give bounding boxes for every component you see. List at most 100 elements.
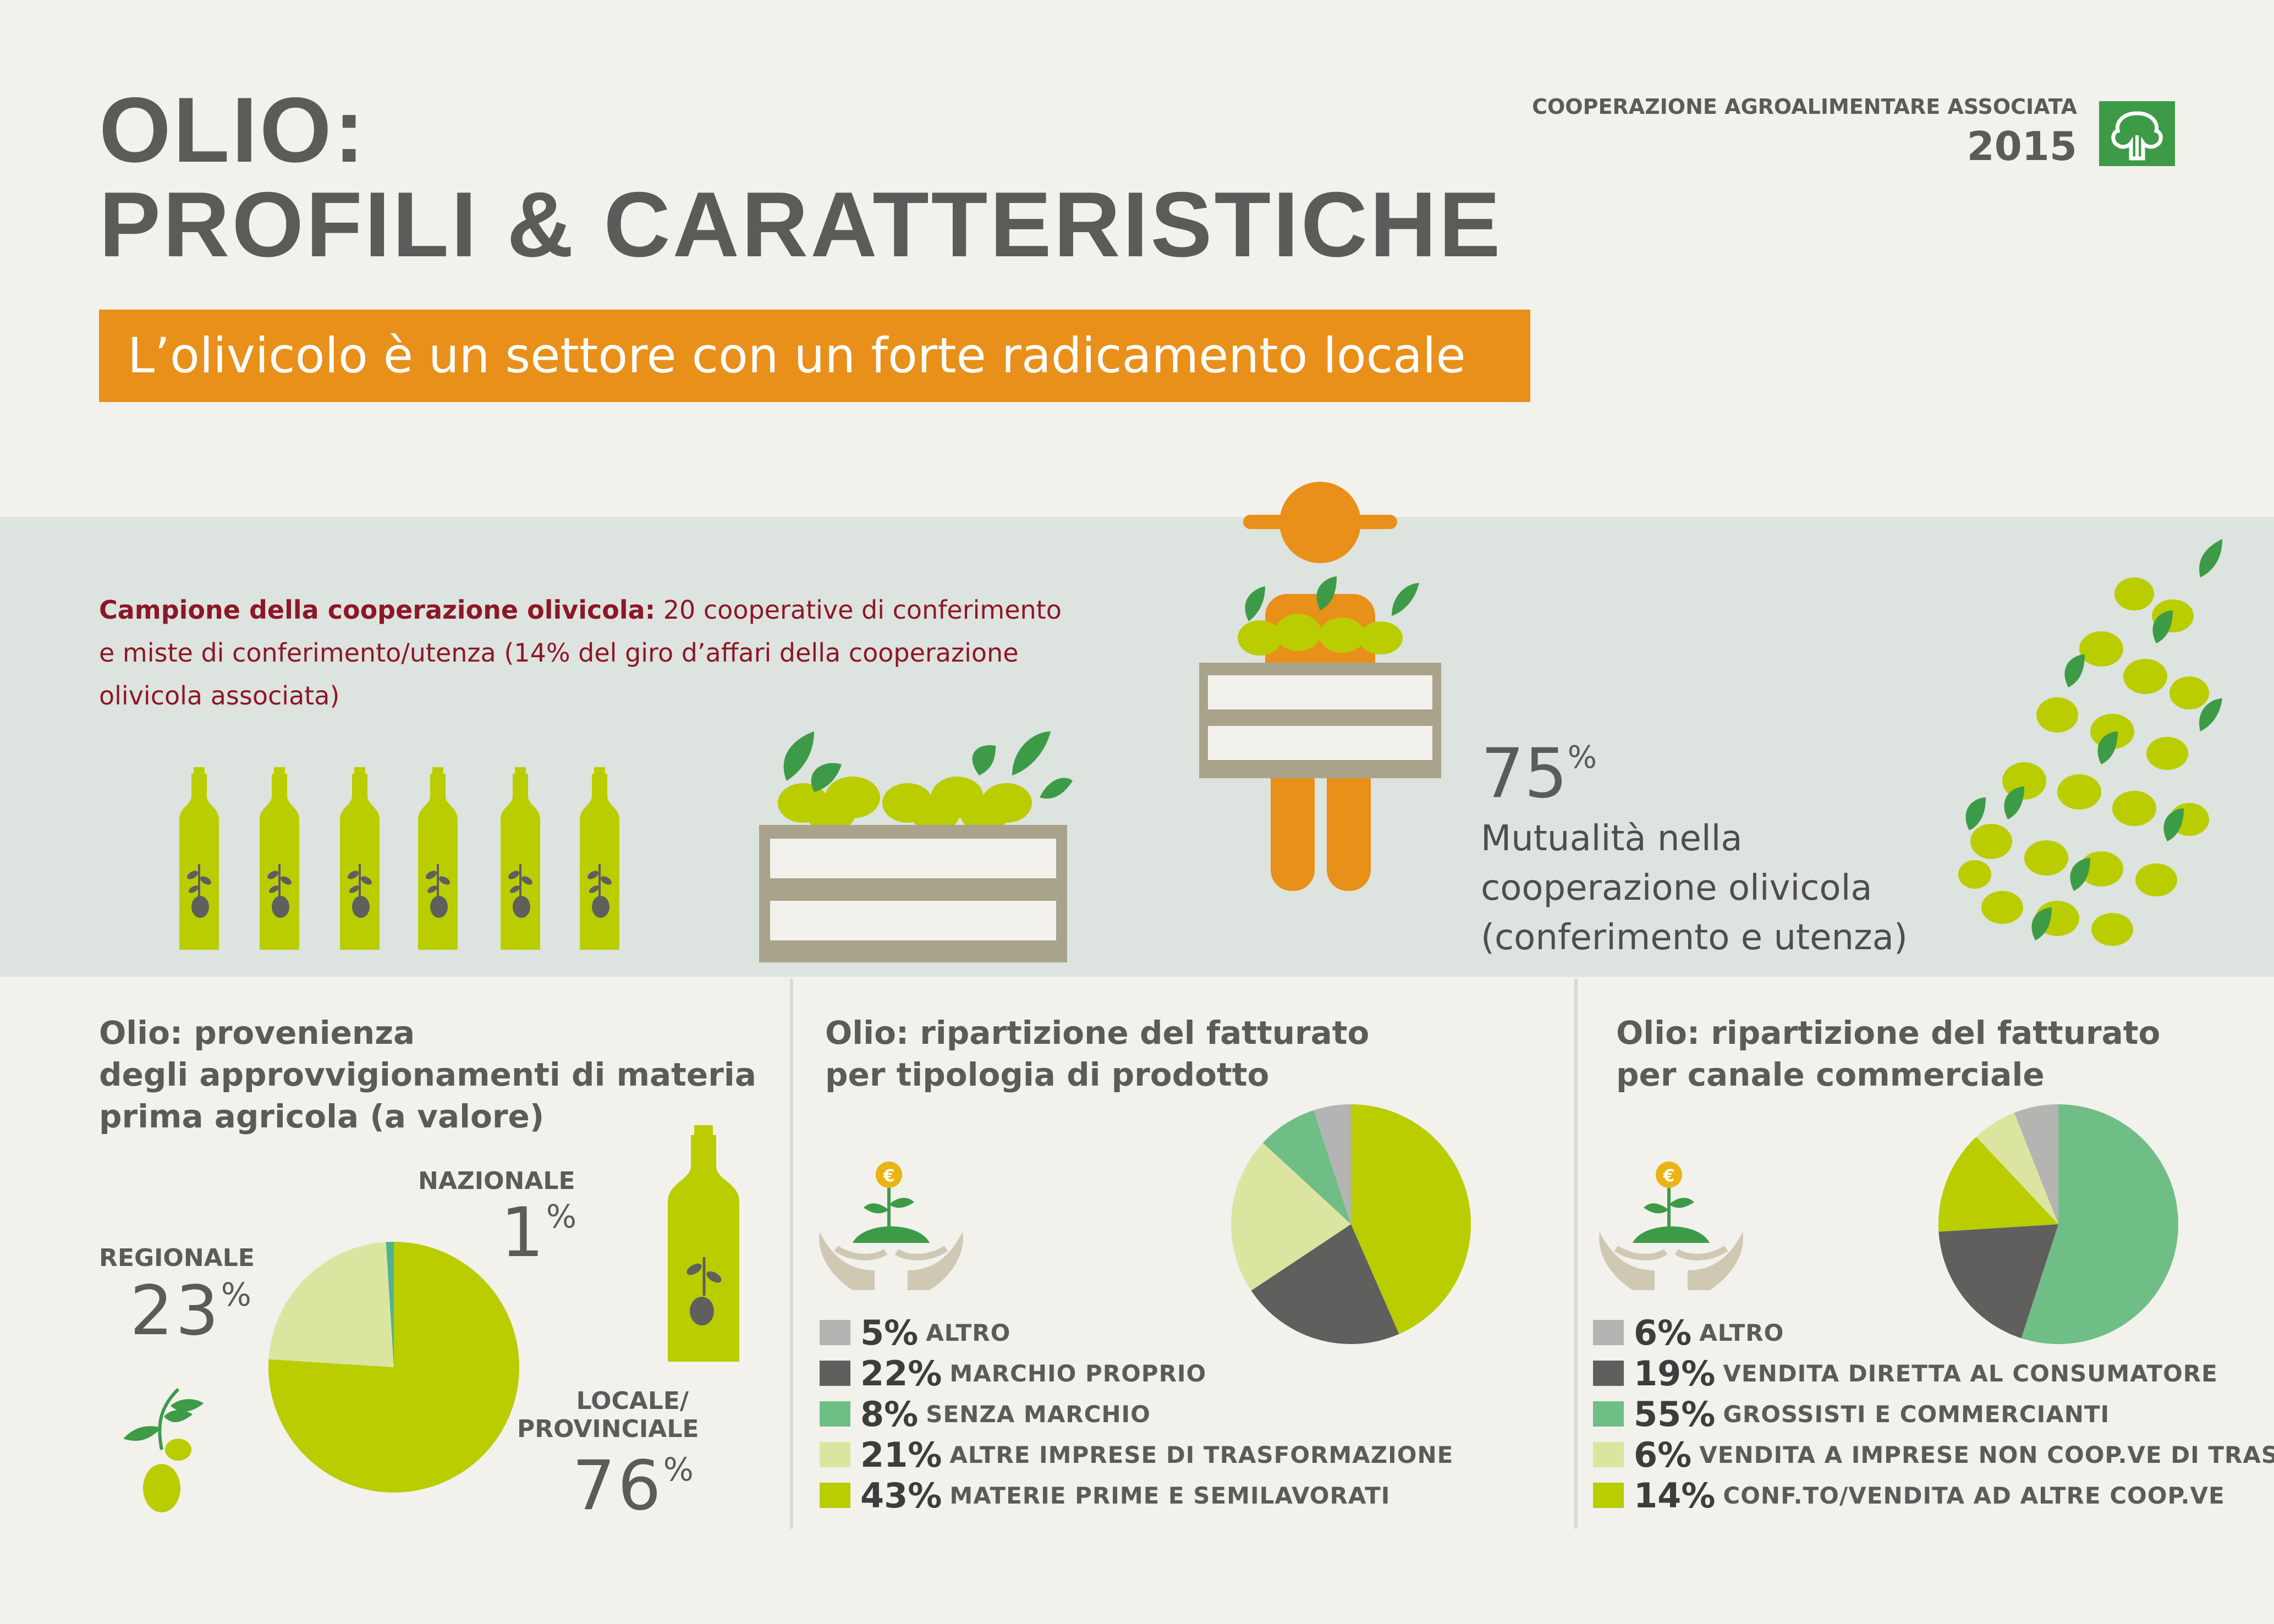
legend-value: 5% xyxy=(860,1312,919,1353)
bottle-icon xyxy=(668,1125,739,1362)
sample-line-1: 20 cooperative di conferimento xyxy=(655,595,1062,625)
product-title: Olio: ripartizione del fatturato per tip… xyxy=(825,1012,1369,1095)
legend-label: MATERIE PRIME E SEMILAVORATI xyxy=(949,1482,1391,1509)
locale-label-line-2: PROVINCIALE xyxy=(517,1415,699,1443)
legend-label: ALTRE IMPRESE DI TRASFORMAZIONE xyxy=(949,1441,1454,1468)
sample-line-3: olivicola associata) xyxy=(99,681,340,711)
legend-item: 22% MARCHIO PROPRIO xyxy=(820,1353,1453,1394)
legend-item: 55% GROSSISTI E COMMERCIANTI xyxy=(1593,1394,2274,1434)
title-line-2: PROFILI & CARATTERISTICHE xyxy=(99,173,1503,276)
pie-slice-marchio-proprio xyxy=(1251,1224,1399,1344)
pie-slice-conf-to-vendita-ad-altre-coop-ve xyxy=(1938,1137,2058,1232)
pie-slice-altro xyxy=(1313,1104,1351,1224)
pie-slice-grossisti-e-commercianti xyxy=(2021,1104,2178,1344)
product-title-line-2: per tipologia di prodotto xyxy=(825,1056,1270,1093)
bottle-icon xyxy=(499,767,541,951)
legend-swatch xyxy=(1593,1442,1624,1467)
bottles-row xyxy=(178,767,620,951)
legend-item: 6% ALTRO xyxy=(1593,1312,2274,1353)
channel-legend: 6% ALTRO 19% VENDITA DIRETTA AL CONSUMATORE… xyxy=(1593,1312,2274,1516)
legend-label: VENDITA A IMPRESE NON COOP.VE DI TRASF. xyxy=(1699,1441,2274,1468)
nazionale-value: 1% xyxy=(501,1193,579,1273)
pie-slice-vendita-diretta-al-consumatore xyxy=(1938,1224,2058,1339)
legend-value: 55% xyxy=(1634,1394,1716,1434)
locale-number: 76 xyxy=(572,1446,663,1526)
pie-slice-altre-imprese-di-trasformazione xyxy=(1231,1143,1351,1291)
section-divider xyxy=(1574,979,1578,1529)
legend-swatch xyxy=(1593,1401,1624,1427)
legend-value: 14% xyxy=(1634,1475,1716,1516)
pie-slice-vendita-a-imprese-non-coop-ve-di-trasf xyxy=(1976,1113,2058,1224)
legend-label: CONF.TO/VENDITA AD ALTRE COOP.VE xyxy=(1723,1482,2225,1509)
mutuality-value: 75% xyxy=(1481,734,1597,813)
euro-plant-hands-icon: € xyxy=(819,1161,963,1290)
locale-unit: % xyxy=(663,1451,696,1488)
legend-value: 19% xyxy=(1634,1353,1716,1394)
channel-title-line-2: per canale commerciale xyxy=(1616,1056,2045,1093)
regionale-unit: % xyxy=(221,1276,254,1313)
pie-slice-altro xyxy=(2014,1104,2058,1224)
legend-swatch xyxy=(820,1361,850,1386)
product-pie-chart xyxy=(1231,1104,1471,1344)
product-legend: 5% ALTRO 22% MARCHIO PROPRIO 8% SENZA MARCHIO… xyxy=(820,1312,1453,1516)
euro-plant-hands-icon: € xyxy=(1599,1161,1743,1290)
legend-swatch xyxy=(820,1442,850,1467)
origin-title-line-3: prima agricola (a valore) xyxy=(99,1098,545,1135)
subtitle-banner: L’olivicolo è un settore con un forte ra… xyxy=(99,310,1530,402)
channel-title: Olio: ripartizione del fatturato per can… xyxy=(1616,1012,2160,1095)
mutuality-number: 75 xyxy=(1481,734,1568,813)
legend-swatch xyxy=(1593,1483,1624,1508)
locale-label-line-1: LOCALE/ xyxy=(576,1387,689,1415)
bottle-icon xyxy=(178,767,220,951)
sample-label: Campione della cooperazione olivicola: xyxy=(99,595,656,625)
channel-title-line-1: Olio: ripartizione del fatturato xyxy=(1616,1014,2161,1052)
regionale-label: REGIONALE xyxy=(99,1244,255,1272)
legend-swatch xyxy=(820,1401,850,1427)
origin-title-line-2: degli approvvigionamenti di materia xyxy=(99,1056,756,1093)
mutuality-line-3: (conferimento e utenza) xyxy=(1481,917,1908,958)
legend-item: 8% SENZA MARCHIO xyxy=(820,1394,1453,1434)
channel-pie-chart xyxy=(1938,1104,2178,1344)
legend-swatch xyxy=(820,1320,850,1345)
legend-label: GROSSISTI E COMMERCIANTI xyxy=(1723,1400,2110,1428)
nazionale-number: 1 xyxy=(501,1193,546,1273)
locale-label: LOCALE/ PROVINCIALE xyxy=(517,1387,699,1443)
legend-label: SENZA MARCHIO xyxy=(926,1400,1151,1428)
pie-slice-nazionale xyxy=(386,1242,394,1367)
legend-label: ALTRO xyxy=(1699,1319,1784,1346)
bottle-icon xyxy=(259,767,300,951)
product-title-line-1: Olio: ripartizione del fatturato xyxy=(825,1014,1370,1052)
mutuality-line-1: Mutualità nella xyxy=(1481,818,1743,859)
olive-branch-icon xyxy=(1958,539,2222,946)
legend-value: 43% xyxy=(860,1475,942,1516)
origin-title: Olio: provenienza degli approvvigionamen… xyxy=(99,1012,756,1137)
legend-label: ALTRO xyxy=(926,1319,1011,1346)
legend-value: 6% xyxy=(1634,1312,1692,1353)
legend-value: 8% xyxy=(860,1394,919,1434)
legend-item: 14% CONF.TO/VENDITA AD ALTRE COOP.VE xyxy=(1593,1475,2274,1516)
legend-item: 6% VENDITA A IMPRESE NON COOP.VE DI TRASF… xyxy=(1593,1434,2274,1475)
locale-value: 76% xyxy=(572,1446,696,1526)
legend-value: 21% xyxy=(860,1434,942,1475)
svg-text:€: € xyxy=(883,1166,895,1186)
sample-line-2: e miste di conferimento/utenza (14% del … xyxy=(99,638,1019,668)
brand-year: 2015 xyxy=(1967,123,2077,169)
farmer-icon xyxy=(1199,482,1441,891)
legend-value: 6% xyxy=(1634,1434,1692,1475)
pie-slice-regionale xyxy=(268,1242,394,1367)
bottle-icon xyxy=(417,767,459,951)
mutuality-line-2: cooperazione olivicola xyxy=(1481,868,1872,909)
brand-name: COOPERAZIONE AGROALIMENTARE ASSOCIATA xyxy=(1532,95,2077,119)
pie-slice-materie-prime-e-semilavorati xyxy=(1351,1104,1471,1334)
page-title: OLIO: PROFILI & CARATTERISTICHE xyxy=(99,82,1503,272)
legend-swatch xyxy=(820,1483,850,1508)
olive-crate-icon xyxy=(759,731,1073,962)
section-divider xyxy=(790,979,793,1529)
legend-item: 5% ALTRO xyxy=(820,1312,1453,1353)
legend-value: 22% xyxy=(860,1353,942,1394)
legend-swatch xyxy=(1593,1361,1624,1386)
sample-description: Campione della cooperazione olivicola: 2… xyxy=(99,588,1067,717)
title-line-1: OLIO: xyxy=(99,78,367,181)
legend-item: 19% VENDITA DIRETTA AL CONSUMATORE xyxy=(1593,1353,2274,1394)
svg-text:€: € xyxy=(1663,1166,1675,1186)
